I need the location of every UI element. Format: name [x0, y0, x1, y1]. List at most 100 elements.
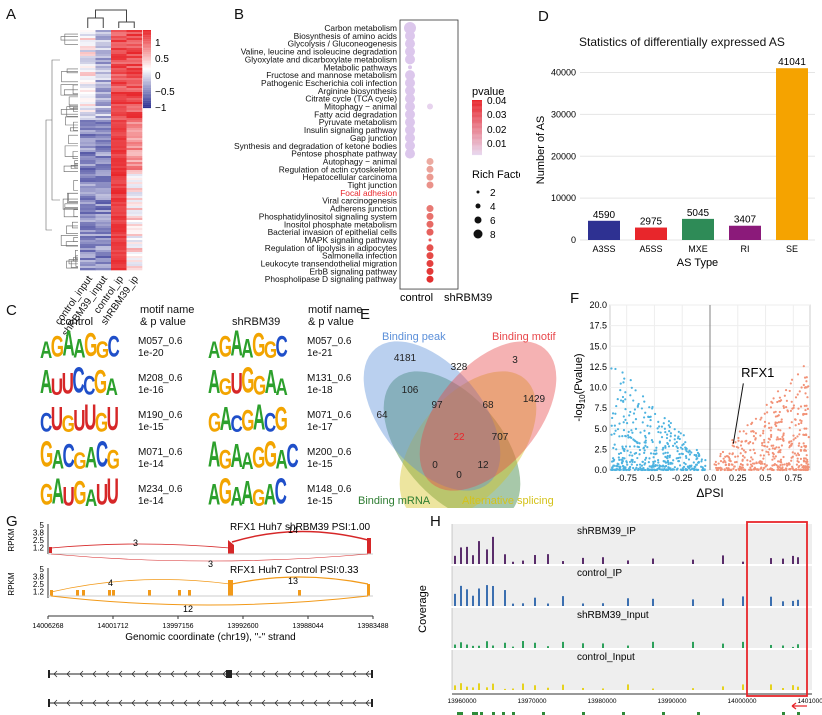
volcano-point [620, 462, 624, 465]
colorbar-segment [143, 67, 151, 70]
heatmap-cell [95, 58, 112, 61]
colorbar-segment [143, 36, 151, 38]
heatmap-cell [111, 244, 127, 247]
logo-letter: G [263, 434, 277, 476]
heatmap-cell [111, 114, 127, 117]
volcano-point [658, 425, 661, 428]
heatmap-cell [126, 264, 143, 267]
x-tick-label: 13983488 [357, 623, 388, 630]
heatmap-cell [111, 106, 127, 109]
volcano-point [722, 457, 725, 460]
volcano-point [688, 450, 691, 453]
pathway-label: Salmonella infection [322, 251, 397, 261]
legend-gradient [472, 131, 482, 134]
heatmap-cell [126, 202, 143, 205]
volcano-point [629, 451, 632, 454]
heatmap-cell [111, 74, 127, 77]
bar-chart-title: Statistics of differentially expressed A… [579, 35, 785, 49]
dendrogram-branch [60, 235, 78, 246]
heatmap-cell [126, 30, 143, 33]
heatmap-cell [80, 192, 96, 195]
dendrogram-branch [64, 145, 78, 157]
heatmap-cell [126, 168, 143, 171]
heatmap-cell [80, 234, 96, 237]
legend-gradient [472, 124, 482, 126]
dendrogram-branch [71, 221, 78, 229]
volcano-point [695, 458, 698, 461]
volcano-point [759, 434, 762, 437]
volcano-point [703, 468, 706, 471]
logo-letter: G [218, 471, 232, 513]
volcano-point [648, 465, 651, 468]
exon [457, 712, 463, 715]
volcano-point [649, 425, 652, 428]
heatmap-cell [80, 218, 96, 221]
volcano-point [772, 444, 775, 447]
exon [48, 699, 50, 707]
volcano-point [740, 440, 744, 443]
heatmap-cell [80, 214, 96, 217]
heatmap-cell [126, 236, 143, 239]
volcano-point [752, 435, 756, 438]
heatmap-cell [95, 230, 112, 233]
heatmap-panel: 10.50−0.5−1 [45, 9, 175, 271]
heatmap-cell [80, 216, 96, 219]
heatmap-cell [80, 136, 96, 139]
bar [729, 225, 761, 240]
pathway-label: Glyoxylate and dicarboxylate metabolism [245, 54, 397, 64]
colorbar-segment [143, 66, 151, 68]
volcano-point [610, 433, 613, 436]
volcano-point [799, 457, 803, 461]
exon [480, 712, 483, 715]
dotplot-dot [405, 70, 415, 81]
heatmap-cell [95, 62, 112, 65]
heatmap-cell [111, 156, 127, 159]
volcano-point [742, 449, 745, 452]
volcano-point [611, 468, 614, 471]
volcano-point [704, 459, 707, 462]
volcano-point [688, 453, 692, 456]
volcano-point [790, 421, 793, 424]
exon [512, 712, 515, 715]
y-axis-title: RPKM [7, 572, 16, 595]
column-dendrogram [87, 9, 135, 28]
dendrogram-branch [72, 151, 78, 159]
coverage-peak [792, 646, 794, 648]
volcano-point [768, 468, 771, 471]
volcano-point [662, 446, 665, 449]
volcano-point [625, 468, 628, 472]
coverage-peak [652, 598, 654, 606]
volcano-point [790, 459, 793, 462]
heatmap-cell [126, 190, 143, 193]
logo-letter: C [107, 330, 120, 364]
volcano-point [797, 407, 800, 410]
strand-arrow [157, 699, 162, 707]
dendrogram-branch [65, 116, 78, 126]
heatmap-cell [126, 94, 143, 97]
heatmap-cell [80, 68, 96, 71]
dotplot-dot [426, 244, 434, 252]
junction-arc [50, 595, 369, 606]
dotplot-dot [405, 101, 415, 112]
heatmap-cell [80, 242, 96, 245]
heatmap-cell [95, 164, 112, 167]
volcano-point [621, 447, 624, 450]
heatmap-cell [80, 224, 96, 227]
volcano-point [793, 452, 797, 455]
motif-info: M057_0.6 1e-21 [307, 336, 351, 360]
legend-gradient [472, 148, 482, 150]
heatmap-cell [111, 232, 127, 235]
volcano-point [794, 396, 798, 399]
heatmap-cell [111, 94, 127, 97]
volcano-point [773, 462, 777, 466]
volcano-point [641, 421, 644, 424]
logo-letter: G [61, 410, 75, 438]
volcano-point [676, 446, 679, 450]
heatmap-cell [111, 134, 127, 137]
coverage-peak [562, 596, 564, 606]
legend-gradient [472, 109, 482, 112]
